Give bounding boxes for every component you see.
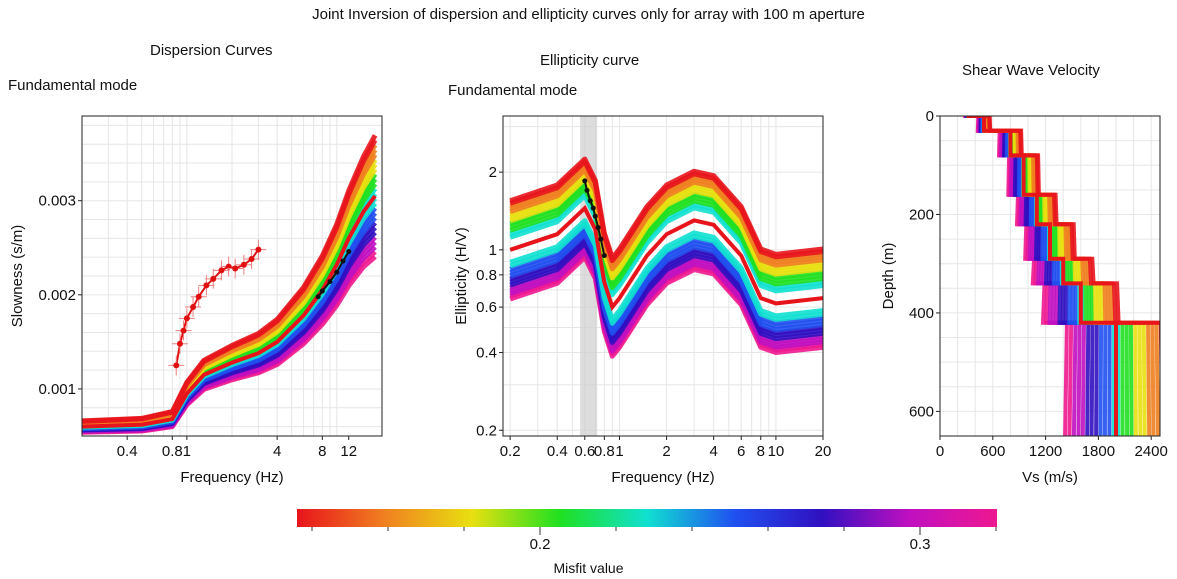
x-axis-title: Vs (m/s) [1022, 469, 1078, 486]
plot-frame [81, 115, 383, 437]
observed-point [176, 340, 183, 347]
y-tick-label: 2 [489, 164, 497, 181]
y-tick-label: 1 [489, 242, 497, 259]
observed-point [340, 258, 346, 264]
x-tick-label: 2400 [1135, 443, 1168, 460]
observed-point [319, 288, 325, 294]
x-tick-label: 8 [757, 443, 765, 460]
ellipticity-mode-label: Fundamental mode [448, 82, 578, 99]
x-tick-label: 1200 [1029, 443, 1062, 460]
y-tick-label: 0.001 [38, 381, 76, 398]
observed-point [180, 327, 187, 334]
x-tick-label: 1 [615, 443, 623, 460]
observed-point [601, 253, 607, 259]
x-tick-label: 600 [980, 443, 1005, 460]
observed-point [346, 249, 352, 255]
observed-point [210, 275, 217, 282]
ellipticity-panel-title: Ellipticity curve [540, 52, 640, 69]
x-tick-label: 0.8 [162, 443, 183, 460]
x-tick-label: 10 [768, 443, 785, 460]
y-axis-title: Slowness (s/m) [9, 225, 26, 328]
observed-point [315, 294, 321, 300]
ensemble-curve [82, 134, 378, 424]
vs-profile-chart: 0 600 1200 1800 2400 0 200 400 600 Vs (m/s) Depth … [880, 108, 1168, 486]
colorbar-label: Misfit value [553, 560, 624, 576]
x-tick-label: 1800 [1082, 443, 1115, 460]
x-tick-label: 1 [183, 443, 191, 460]
x-tick-label: 0.4 [547, 443, 568, 460]
observed-point [173, 362, 180, 369]
x-tick-label: 0 [936, 443, 944, 460]
observed-point [232, 265, 239, 272]
observed-point [183, 315, 190, 322]
x-tick-label: 0.8 [594, 443, 615, 460]
y-axis-title: Depth (m) [880, 243, 897, 310]
best-fit-curve [82, 194, 377, 429]
ensemble-curve [509, 156, 823, 261]
ensemble-curve [509, 218, 823, 323]
best-fit-profile [966, 116, 1118, 436]
observed-point [598, 236, 604, 242]
dispersion-mode-label: Fundamental mode [8, 77, 138, 94]
x-tick-label: 0.4 [117, 443, 138, 460]
observed-point [327, 279, 333, 285]
x-tick-label: 0.2 [500, 443, 521, 460]
y-tick-label: 600 [909, 403, 934, 420]
colorbar-tick-label: 0.3 [910, 536, 931, 553]
observed-point [255, 246, 262, 253]
y-tick-label: 0.2 [476, 422, 497, 439]
model-ensemble [509, 156, 823, 359]
colorbar-tick-label: 0.2 [530, 536, 551, 553]
x-tick-label: 20 [815, 443, 832, 460]
y-tick-label: 0 [926, 108, 934, 125]
observed-point [190, 304, 197, 311]
x-tick-label: 2 [662, 443, 670, 460]
figure-title: Joint Inversion of dispersion and ellipt… [312, 6, 865, 23]
y-tick-label: 0.4 [476, 345, 497, 362]
observed-point [587, 198, 593, 204]
y-tick-label: 0.003 [38, 193, 76, 210]
x-axis-title: Frequency (Hz) [180, 469, 283, 486]
observed-point [195, 293, 202, 300]
vs-panel-title: Shear Wave Velocity [962, 62, 1100, 79]
y-tick-label: 0.002 [38, 287, 76, 304]
observed-point [595, 225, 601, 231]
plot-frame [939, 115, 1161, 437]
observed-point [582, 178, 588, 184]
y-tick-label: 200 [909, 206, 934, 223]
x-tick-label: 8 [318, 443, 326, 460]
x-tick-label: 12 [340, 443, 357, 460]
y-tick-label: 0.6 [476, 299, 497, 316]
misfit-colorbar: 0.2 0.3 [297, 509, 997, 553]
y-axis-title: Ellipticity (H/V) [453, 227, 470, 325]
dispersion-chart: 0.4 0.8 1 4 8 12 0.001 0.002 0.003 Frequency (Hz)… [9, 115, 383, 486]
x-tick-label: 0.6 [574, 443, 595, 460]
observed-point [248, 256, 255, 263]
colorbar-gradient [297, 509, 997, 527]
observed-point [584, 187, 590, 193]
observed-point [240, 261, 247, 268]
y-tick-label: 400 [909, 305, 934, 322]
best-fit-curve [509, 204, 823, 312]
observed-point [334, 269, 340, 275]
ellipticity-chart: 0.2 0.4 0.60.8 1 2 4 6 8 10 200.20.40.60.812Frequ… [453, 115, 832, 486]
observed-point [592, 213, 598, 219]
dispersion-panel-title: Dispersion Curves [150, 42, 273, 59]
observed-point [203, 282, 210, 289]
y-tick-label: 0.8 [476, 267, 497, 284]
observed-point [218, 267, 225, 274]
x-axis-title: Frequency (Hz) [611, 469, 714, 486]
observed-point [590, 205, 596, 211]
x-tick-label: 6 [737, 443, 745, 460]
x-tick-label: 4 [273, 443, 281, 460]
x-tick-label: 4 [709, 443, 717, 460]
plot-frame [502, 115, 824, 437]
